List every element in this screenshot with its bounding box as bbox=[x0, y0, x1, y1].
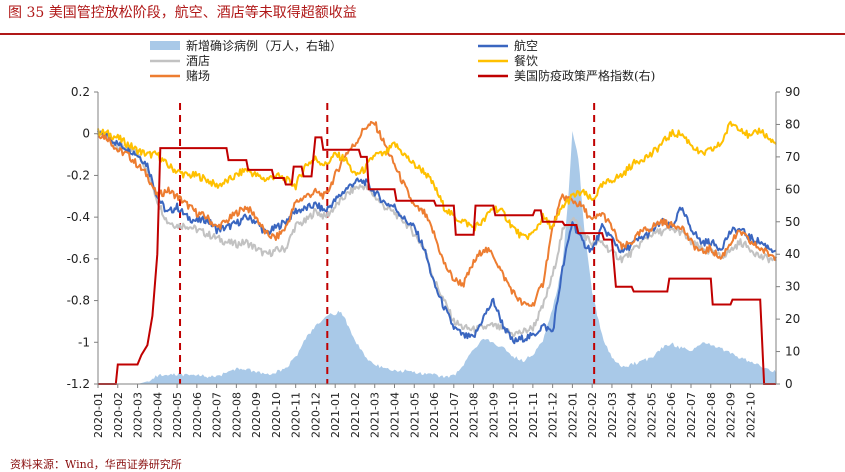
legend-label-casino: 赌场 bbox=[186, 69, 210, 83]
x-axis-tick-label: 2021-01 bbox=[329, 392, 342, 438]
series-hotel-line bbox=[97, 130, 777, 338]
x-axis-tick-label: 2020-11 bbox=[290, 392, 303, 438]
legend-label-airline: 航空 bbox=[514, 38, 538, 53]
legend-item-dining: 餐饮 bbox=[478, 53, 538, 68]
x-axis-tick-label: 2021-10 bbox=[507, 392, 520, 438]
series-policy-line bbox=[98, 136, 776, 385]
x-axis-tick-label: 2022-09 bbox=[725, 392, 738, 438]
title-divider bbox=[0, 33, 845, 35]
right-axis-tick-label: 30 bbox=[785, 280, 800, 294]
x-axis-tick-label: 2021-09 bbox=[487, 392, 500, 438]
legend-item-policy: 美国防疫政策严格指数(右) bbox=[478, 68, 655, 83]
series-cases-area bbox=[98, 131, 776, 384]
x-axis-tick-label: 2022-07 bbox=[685, 392, 698, 438]
source-note: 资料来源：Wind，华西证券研究所 bbox=[10, 458, 182, 471]
x-axis-tick-label: 2021-02 bbox=[349, 392, 362, 438]
x-axis-tick-label: 2020-12 bbox=[309, 392, 322, 438]
x-axis-tick-label: 2020-02 bbox=[112, 392, 125, 438]
left-axis-tick-label: 0.2 bbox=[71, 85, 90, 99]
cases-area-layer bbox=[98, 131, 776, 384]
x-axis-tick-label: 2022-05 bbox=[646, 392, 659, 438]
legend-item-airline: 航空 bbox=[478, 38, 538, 53]
right-axis-tick-label: 40 bbox=[785, 247, 800, 261]
x-axis-tick-label: 2021-07 bbox=[448, 392, 461, 438]
x-axis-tick-label: 2021-11 bbox=[527, 392, 540, 438]
legend-item-casino: 赌场 bbox=[150, 69, 210, 83]
x-axis-tick-label: 2022-01 bbox=[566, 392, 579, 438]
right-axis-tick-label: 0 bbox=[785, 377, 793, 391]
x-axis-tick-label: 2020-04 bbox=[151, 392, 164, 438]
right-axis-tick-label: 90 bbox=[785, 85, 800, 99]
legend-label-cases: 新增确诊病例（万人，右轴） bbox=[186, 38, 342, 53]
x-axis-tick-label: 2022-08 bbox=[705, 392, 718, 438]
x-axis-tick-label: 2022-06 bbox=[665, 392, 678, 438]
x-axis-tick-label: 2020-06 bbox=[191, 392, 204, 438]
x-axis-tick-label: 2021-08 bbox=[468, 392, 481, 438]
left-axis-tick-label: -0.2 bbox=[67, 168, 90, 182]
x-axis-tick-label: 2020-08 bbox=[230, 392, 243, 438]
x-axis-tick-label: 2020-01 bbox=[92, 392, 105, 438]
axes-layer: 0.2 0 -0.2 -0.4 -0.6 -0.8 -1 -1.2 90 80 70 60 50 40 30… bbox=[67, 85, 801, 438]
left-axis-tick-label: -0.6 bbox=[67, 252, 90, 266]
legend-item-hotel: 酒店 bbox=[150, 54, 210, 68]
chart-title: 图 35 美国管控放松阶段，航空、酒店等未取得超额收益 bbox=[8, 5, 357, 21]
right-axis-tick-label: 80 bbox=[785, 117, 800, 131]
left-axis-tick-label: -0.8 bbox=[67, 294, 90, 308]
x-axis-tick-label: 2020-10 bbox=[270, 392, 283, 438]
x-axis-tick-label: 2022-02 bbox=[586, 392, 599, 438]
series-airline-line bbox=[97, 130, 777, 345]
right-axis-tick-label: 70 bbox=[785, 150, 800, 164]
x-axis-tick-label: 2021-03 bbox=[369, 392, 382, 438]
series-casino-line bbox=[97, 120, 777, 307]
x-axis-tick-label: 2020-05 bbox=[171, 392, 184, 438]
left-axis-tick-label: -1 bbox=[78, 335, 90, 349]
x-axis-tick-label: 2022-10 bbox=[744, 392, 757, 438]
left-axis-tick-label: -1.2 bbox=[67, 377, 90, 391]
x-axis-tick-label: 2020-07 bbox=[211, 392, 224, 438]
legend-label-hotel: 酒店 bbox=[186, 54, 210, 68]
x-axis-tick-label: 2020-03 bbox=[132, 392, 145, 438]
right-axis-tick-label: 50 bbox=[785, 215, 800, 229]
legend-label-policy: 美国防疫政策严格指数(右) bbox=[514, 68, 655, 83]
right-axis-tick-label: 10 bbox=[785, 345, 800, 359]
legend-label-dining: 餐饮 bbox=[514, 53, 538, 68]
x-axis-tick-label: 2022-03 bbox=[606, 392, 619, 438]
x-axis-tick-label: 2020-09 bbox=[250, 392, 263, 438]
x-axis-tick-label: 2021-05 bbox=[408, 392, 421, 438]
left-axis-tick-label: -0.4 bbox=[67, 210, 90, 224]
series-lines-layer bbox=[97, 120, 777, 385]
phase-divider-layer bbox=[179, 103, 596, 384]
series-dining-line bbox=[97, 120, 777, 241]
legend-item-cases: 新增确诊病例（万人，右轴） bbox=[150, 38, 342, 53]
x-axis-tick-label: 2021-06 bbox=[428, 392, 441, 438]
x-axis-tick-label: 2021-04 bbox=[389, 392, 402, 438]
legend-swatch-cases bbox=[150, 41, 180, 50]
x-axis-tick-label: 2021-12 bbox=[547, 392, 560, 438]
x-axis-tick-label: 2022-04 bbox=[626, 392, 639, 438]
right-axis-tick-label: 60 bbox=[785, 182, 800, 196]
left-axis-tick-label: 0 bbox=[82, 127, 90, 141]
right-axis-tick-label: 20 bbox=[785, 312, 800, 326]
